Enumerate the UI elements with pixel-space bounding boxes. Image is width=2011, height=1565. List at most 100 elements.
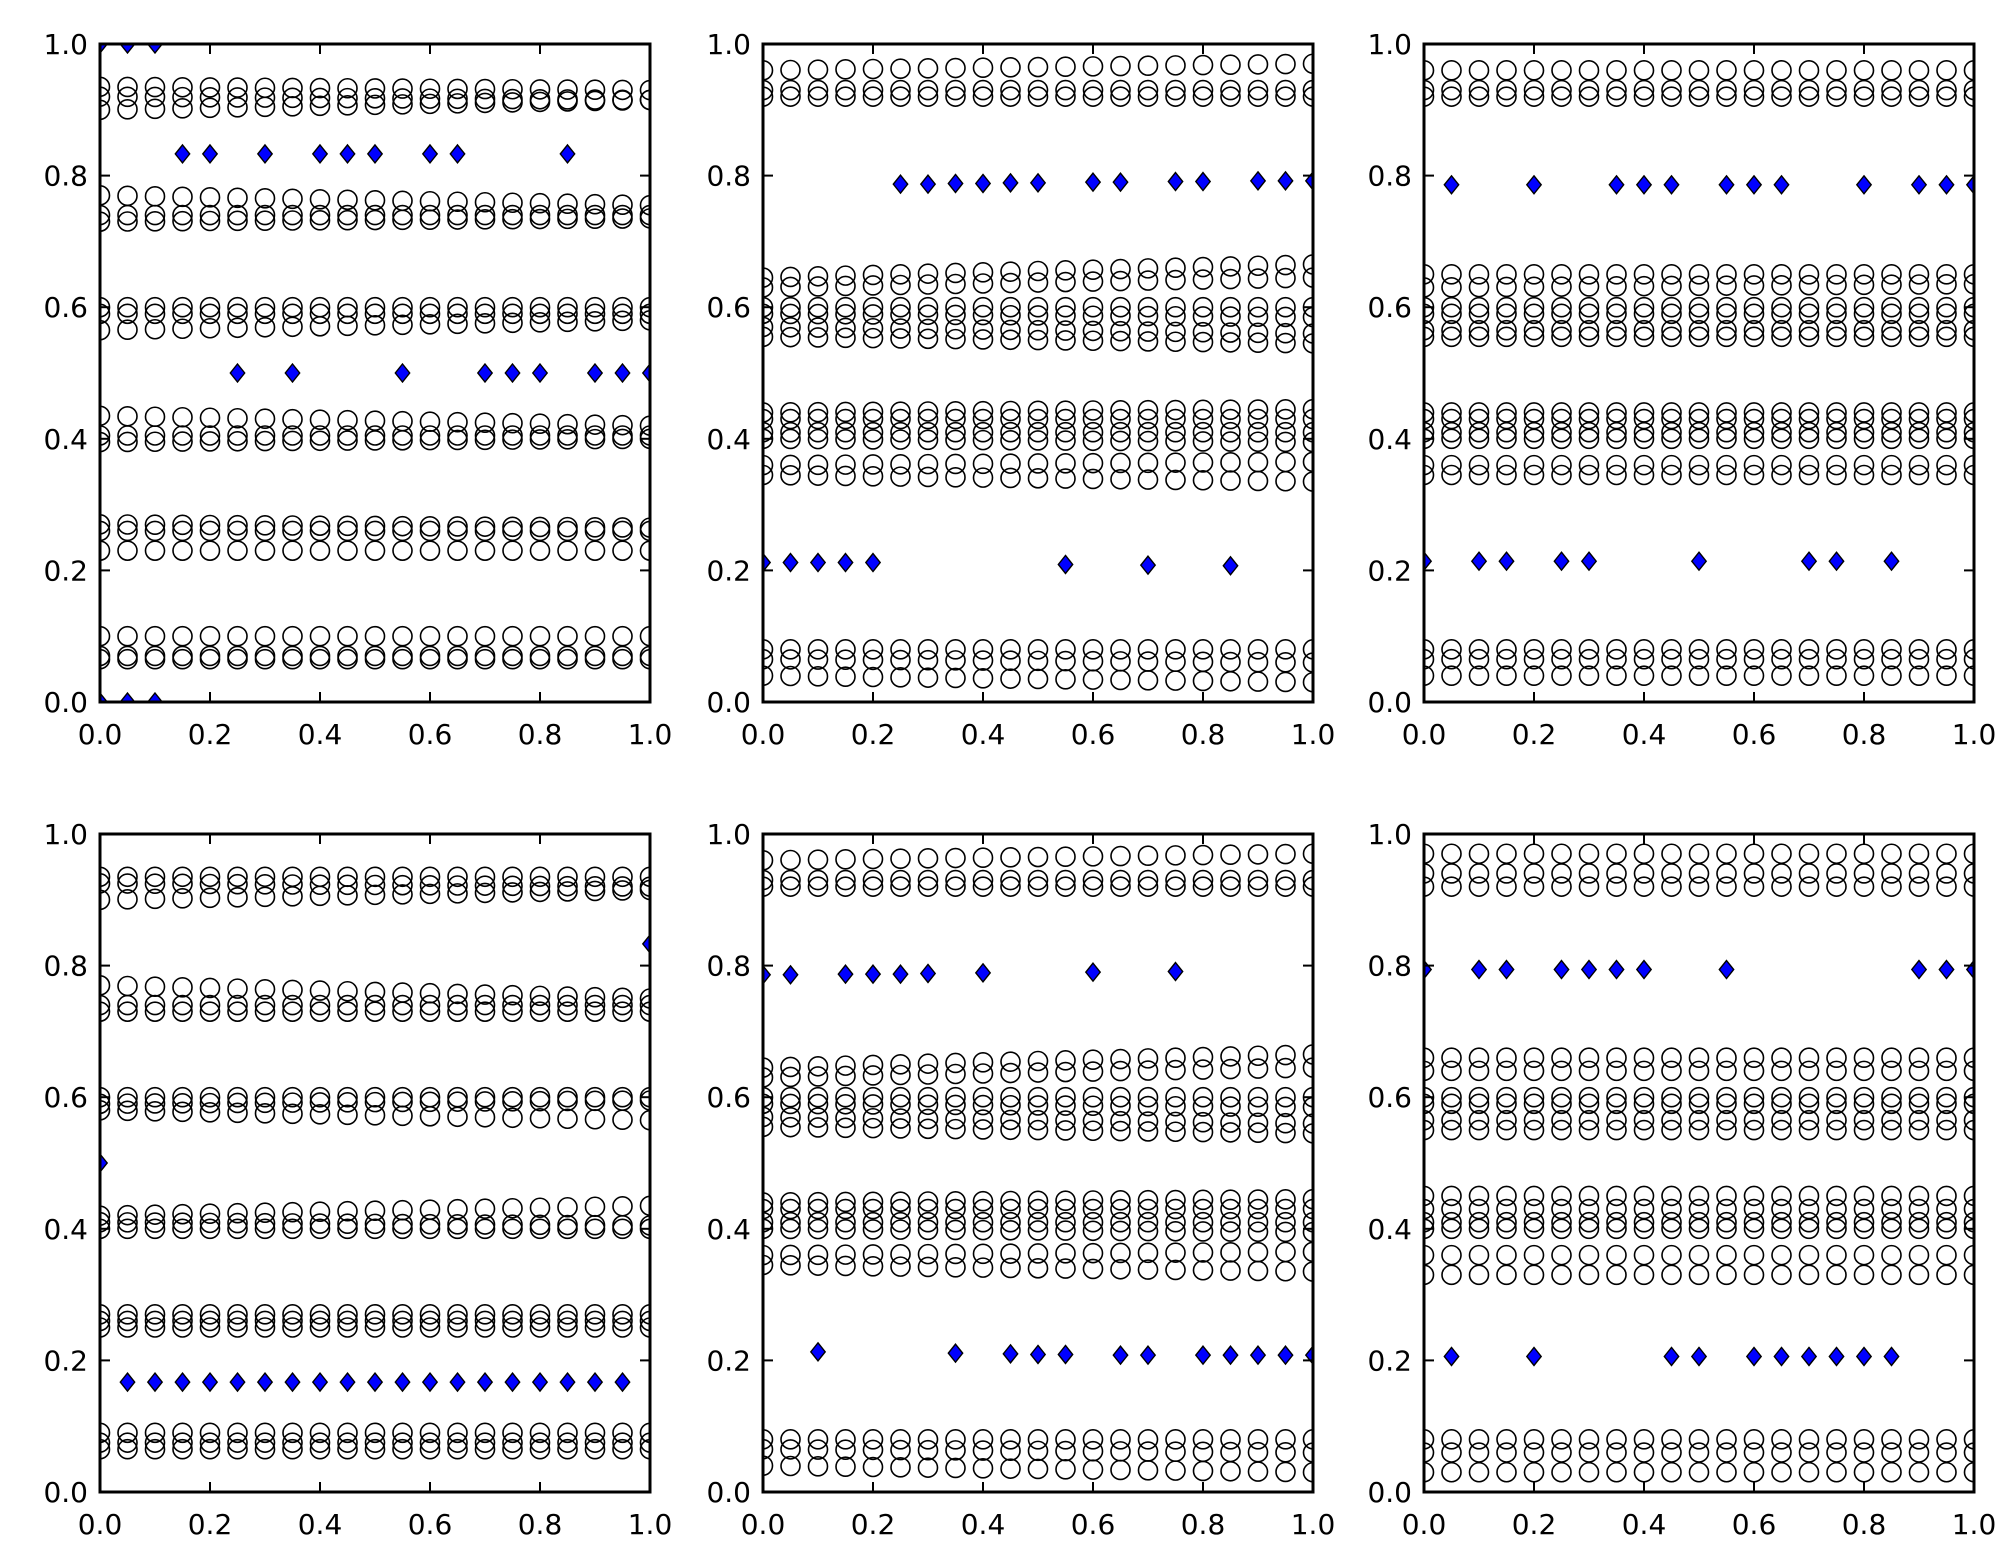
circle-point [763,79,774,101]
circle-point [1743,639,1765,660]
diamond-point [119,691,136,702]
circle-point [392,994,413,1016]
circle-point [1688,60,1710,81]
circle-point [1743,1461,1765,1483]
circle-point [502,984,523,1006]
circle-point [763,1106,774,1128]
diamond-point [782,964,799,985]
diamond-point [366,1371,384,1393]
circle-point [763,1067,774,1088]
diamond-point [1194,1345,1212,1366]
circle-point [584,79,606,101]
circle-point [862,1219,884,1240]
circle-point [1633,1264,1655,1286]
circle-point [1165,408,1186,430]
circle-point [835,465,856,487]
circle-point [199,1092,221,1114]
circle-point [282,96,303,117]
circle-point [835,428,856,450]
circle-point [1688,79,1710,101]
circle-point [1936,665,1957,686]
circle-point [763,402,774,423]
circle-point [835,1439,856,1461]
circle-point [1302,53,1313,75]
circle-point [1275,431,1296,453]
circle-point [557,866,578,888]
circle-point [1247,1198,1269,1220]
diamond-point [1084,172,1102,193]
circle-point [199,317,221,339]
circle-point [1523,843,1545,865]
circle-point [227,1102,248,1124]
circle-point [100,1001,111,1022]
diamond-point [146,44,164,55]
circle-point [1743,60,1765,81]
circle-point [144,866,166,888]
circle-point [1853,639,1875,660]
circle-point [1661,1119,1682,1141]
circle-point [890,79,911,101]
circle-point [1633,275,1655,297]
circle-point [1606,639,1627,660]
circle-point [419,88,441,109]
circle-point [502,520,523,542]
circle-point [392,429,413,451]
circle-point [1743,464,1765,486]
circle-point [1798,79,1820,101]
circle-point [447,1214,468,1235]
circle-point [612,994,633,1016]
circle-point [1798,1047,1820,1069]
circle-point [227,1304,248,1325]
circle-point [1716,275,1737,296]
circle-point [1137,1211,1159,1233]
circle-point [1082,468,1104,490]
circle-point [1302,431,1313,453]
circle-point [945,1108,966,1130]
circle-point [1771,1264,1792,1286]
circle-point [1192,1242,1214,1263]
circle-point [1496,60,1517,81]
circle-point [1853,843,1875,865]
circle-point [1716,648,1737,670]
circle-point [337,515,358,537]
circle-point [945,273,966,295]
circle-point [1853,1429,1875,1450]
circle-point [392,1091,413,1113]
circle-point [780,316,801,338]
circle-point [1027,650,1049,672]
circle-point [1192,256,1214,278]
circle-point [917,58,939,79]
circle-point [1523,421,1545,443]
circle-point [1523,1093,1545,1115]
circle-point [557,413,578,435]
circle-point [1220,296,1241,318]
x-tick-label: 1.0 [628,1508,673,1541]
circle-point [1578,1244,1600,1266]
circle-point [1881,843,1902,865]
circle-point [945,1118,966,1140]
circle-point [474,994,496,1016]
circle-point [1027,400,1049,422]
scatter-panel-2: 0.0 0.2 0.4 0.6 0.8 1.00.00.20.40.60.81.0 [706,28,1335,751]
circle-point [1771,665,1792,686]
y-tick-label: 0.8 [1367,160,1412,193]
circle-point [972,1198,994,1220]
circle-point [1963,1185,1974,1207]
circle-point [1220,332,1241,353]
circle-point [392,874,413,896]
circle-point [1853,86,1875,107]
circle-point [100,1317,111,1338]
circle-point [1302,323,1313,344]
circle-point [945,876,966,897]
circle-point [1716,1109,1737,1131]
circle-point [1826,1264,1847,1286]
circle-point [447,1001,468,1022]
circle-point [557,540,578,561]
circle-point [1220,86,1241,107]
circle-point [1606,1264,1627,1286]
circle-point [1578,454,1600,476]
circle-point [1908,303,1930,325]
circle-point [1798,1218,1820,1240]
circle-point [529,204,551,226]
circle-point [254,1202,276,1223]
